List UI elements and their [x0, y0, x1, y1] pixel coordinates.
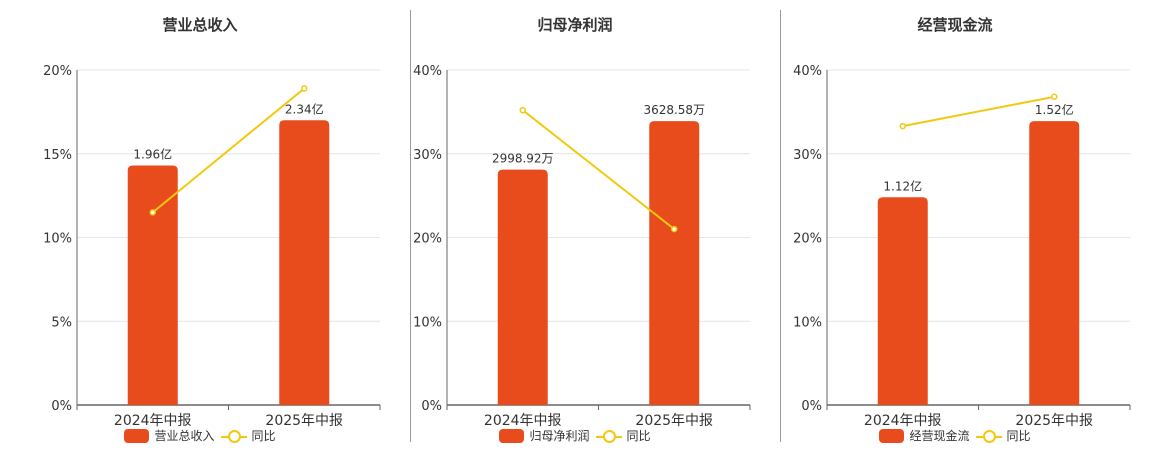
bar[interactable] — [127, 165, 178, 405]
bar-value-label: 2.34亿 — [285, 101, 324, 116]
y-tick-label: 10% — [43, 232, 72, 247]
x-category-label: 2024年中报 — [484, 413, 562, 429]
yoy-point[interactable] — [149, 209, 156, 216]
y-tick-label: 40% — [413, 64, 442, 79]
chart-revenue: 营业总收入 0% 5% 10% 15% 20% 1.96亿 2024年中报 2.34亿 2025… — [0, 0, 400, 450]
yoy-point[interactable] — [899, 122, 906, 130]
chart-title: 营业总收入 — [162, 16, 238, 34]
y-tick-label: 15% — [43, 148, 72, 163]
bar[interactable] — [497, 169, 548, 405]
divider — [780, 10, 781, 442]
y-tick-label: 20% — [793, 232, 822, 247]
legend-item-bar[interactable]: 经营现金流 — [879, 427, 970, 444]
legend: 经营现金流 同比 — [750, 427, 1160, 444]
legend-item-bar[interactable]: 营业总收入 — [124, 427, 215, 444]
y-tick-label: 0% — [421, 399, 442, 414]
chart-net-profit: 归母净利润 0% 10% 20% 30% 40% 2998.92万 2024年中报 3628.… — [370, 0, 780, 450]
y-tick-label: 5% — [51, 315, 72, 330]
yoy-line — [522, 109, 675, 230]
bar-value-label: 1.96亿 — [133, 146, 172, 161]
bar-value-label: 1.12亿 — [883, 178, 922, 193]
y-tick-label: 40% — [793, 64, 822, 79]
bar[interactable] — [1029, 121, 1080, 406]
legend-item-line[interactable]: 同比 — [220, 427, 276, 444]
legend-item-line[interactable]: 同比 — [595, 427, 651, 444]
plot-area: 0% 10% 20% 30% 40% 2998.92万 2024年中报 3628.58万 202… — [413, 64, 751, 429]
bar-value-label: 3628.58万 — [643, 103, 705, 117]
legend-item-bar[interactable]: 归母净利润 — [499, 427, 590, 444]
bar-swatch-icon — [879, 428, 905, 443]
y-tick-label: 20% — [43, 64, 72, 79]
plot-area: 0% 10% 20% 30% 40% 1.12亿 2024年中报 1.52亿 2025年中报 — [793, 64, 1131, 429]
divider — [410, 10, 411, 442]
chart-operating-cash-flow: 经营现金流 0% 10% 20% 30% 40% 1.12亿 2024年中报 1.52亿 202… — [750, 0, 1160, 450]
legend-item-line[interactable]: 同比 — [975, 427, 1031, 444]
bar-swatch-icon — [499, 428, 525, 443]
x-category-label: 2025年中报 — [265, 413, 343, 429]
y-tick-label: 30% — [413, 148, 442, 163]
yoy-point[interactable] — [1051, 93, 1058, 101]
plot-area: 0% 5% 10% 15% 20% 1.96亿 2024年中报 2.34亿 2025年中报 — [43, 64, 381, 429]
chart-title: 归母净利润 — [537, 16, 613, 34]
bar[interactable] — [279, 120, 330, 405]
bar[interactable] — [649, 121, 700, 406]
yoy-point[interactable] — [301, 85, 308, 92]
bar-value-label: 1.52亿 — [1035, 102, 1074, 117]
yoy-point[interactable] — [519, 106, 526, 114]
yoy-line — [902, 95, 1055, 128]
yoy-line — [152, 87, 305, 214]
legend: 归母净利润 同比 — [370, 427, 780, 444]
line-swatch-icon — [975, 429, 1002, 443]
y-tick-label: 10% — [793, 315, 822, 330]
line-swatch-icon — [220, 429, 247, 443]
y-tick-label: 0% — [801, 399, 822, 414]
chart-title: 经营现金流 — [917, 16, 993, 34]
line-swatch-icon — [595, 429, 622, 443]
bar[interactable] — [877, 197, 928, 405]
y-tick-label: 20% — [413, 232, 442, 247]
x-category-label: 2024年中报 — [864, 413, 942, 429]
yoy-point[interactable] — [671, 225, 678, 233]
legend: 营业总收入 同比 — [0, 427, 400, 444]
bar-value-label: 2998.92万 — [492, 152, 554, 166]
y-tick-label: 0% — [51, 399, 72, 414]
bar-swatch-icon — [124, 428, 150, 443]
x-category-label: 2025年中报 — [635, 413, 713, 429]
y-tick-label: 10% — [413, 315, 442, 330]
x-category-label: 2024年中报 — [114, 413, 192, 429]
x-category-label: 2025年中报 — [1015, 413, 1093, 429]
y-tick-label: 30% — [793, 148, 822, 163]
